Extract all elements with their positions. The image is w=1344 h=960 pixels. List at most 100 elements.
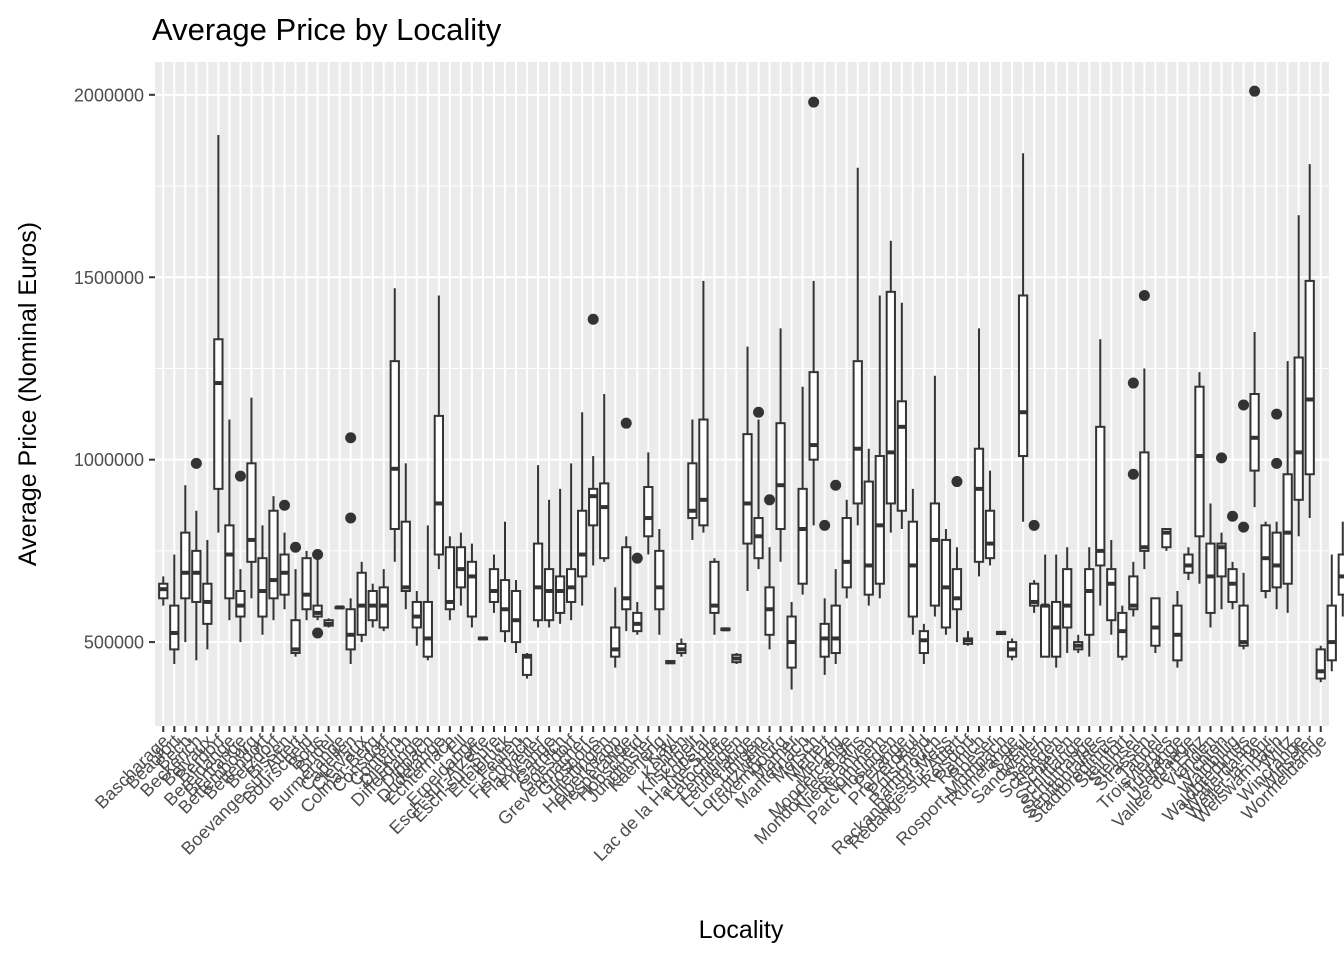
box [566, 463, 577, 621]
outlier-point [1238, 521, 1250, 533]
outlier-point [1216, 452, 1228, 464]
box [874, 295, 885, 599]
box [400, 463, 411, 610]
box [1150, 597, 1161, 654]
box [973, 328, 985, 577]
box [345, 432, 357, 664]
box [213, 134, 224, 533]
box-iqr [510, 590, 522, 644]
outlier-point [1271, 408, 1283, 420]
box [1127, 377, 1139, 617]
y-tick-label: 500000 [84, 633, 144, 653]
outlier-point [234, 470, 246, 482]
box [1051, 554, 1062, 668]
box-iqr [1194, 385, 1205, 538]
box-iqr [797, 487, 808, 585]
box-iqr [1040, 604, 1051, 658]
box [599, 394, 610, 562]
box-iqr [1161, 527, 1172, 549]
box [929, 375, 941, 617]
box-iqr [488, 568, 500, 603]
box-iqr [1238, 604, 1249, 647]
box [190, 457, 202, 661]
box-iqr [940, 538, 952, 629]
box-iqr [246, 462, 257, 563]
box [323, 618, 334, 628]
box-iqr [1128, 575, 1139, 611]
outlier-point [1138, 289, 1150, 301]
box-iqr [213, 338, 224, 490]
box [786, 601, 797, 690]
outlier-point [312, 627, 324, 639]
box-iqr [610, 626, 621, 658]
box-iqr [224, 524, 235, 600]
box-iqr [973, 447, 985, 563]
outlier-point [1271, 457, 1283, 469]
box [334, 605, 345, 610]
box [1062, 547, 1073, 654]
box [797, 386, 808, 595]
box [1161, 527, 1172, 551]
outlier-point [1028, 519, 1040, 531]
box-iqr [852, 360, 863, 505]
box-iqr [169, 604, 180, 651]
box-iqr [345, 608, 356, 651]
box [1194, 372, 1205, 584]
box [698, 280, 709, 533]
box-iqr [1062, 568, 1073, 629]
box-iqr [775, 422, 786, 530]
box [554, 488, 566, 624]
box [995, 630, 1007, 636]
box-iqr [1084, 568, 1095, 636]
box [852, 167, 863, 526]
box [1138, 289, 1150, 570]
box-iqr [1271, 531, 1282, 589]
box [863, 448, 874, 606]
box [1293, 215, 1304, 537]
outlier-point [951, 476, 963, 488]
outlier-point [1127, 377, 1139, 389]
box [1260, 521, 1271, 599]
box-iqr [400, 520, 411, 593]
box-iqr [929, 502, 941, 607]
box [742, 346, 753, 592]
box [444, 536, 456, 621]
box [962, 631, 974, 646]
box-iqr [709, 560, 720, 614]
box [907, 488, 918, 635]
box-iqr [907, 520, 918, 618]
box-iqr [301, 557, 312, 611]
box-iqr [621, 546, 632, 611]
box [1337, 521, 1344, 617]
outlier-point [290, 541, 302, 553]
box [764, 494, 776, 650]
box-iqr [808, 371, 819, 461]
y-tick-label: 1500000 [74, 268, 144, 288]
box [1117, 605, 1128, 661]
y-axis: 500000 1000000 1500000 2000000 [74, 85, 155, 653]
box [466, 543, 478, 628]
outlier-point [1249, 85, 1261, 97]
box [1040, 554, 1051, 658]
box-iqr [885, 290, 896, 505]
box-iqr [896, 400, 907, 512]
box [290, 541, 302, 657]
box [631, 552, 643, 635]
box [885, 240, 896, 533]
box-iqr [951, 568, 963, 611]
box-iqr [841, 517, 852, 589]
box [234, 470, 246, 643]
box-iqr [599, 482, 610, 560]
box-iqr [1139, 451, 1150, 552]
box [257, 525, 268, 635]
box [1017, 153, 1029, 522]
box-iqr [874, 455, 885, 585]
box [477, 636, 489, 641]
box [620, 417, 632, 632]
box [367, 583, 378, 628]
box-iqr [643, 486, 654, 538]
box [940, 528, 952, 635]
box [1304, 164, 1315, 519]
box [499, 521, 511, 643]
